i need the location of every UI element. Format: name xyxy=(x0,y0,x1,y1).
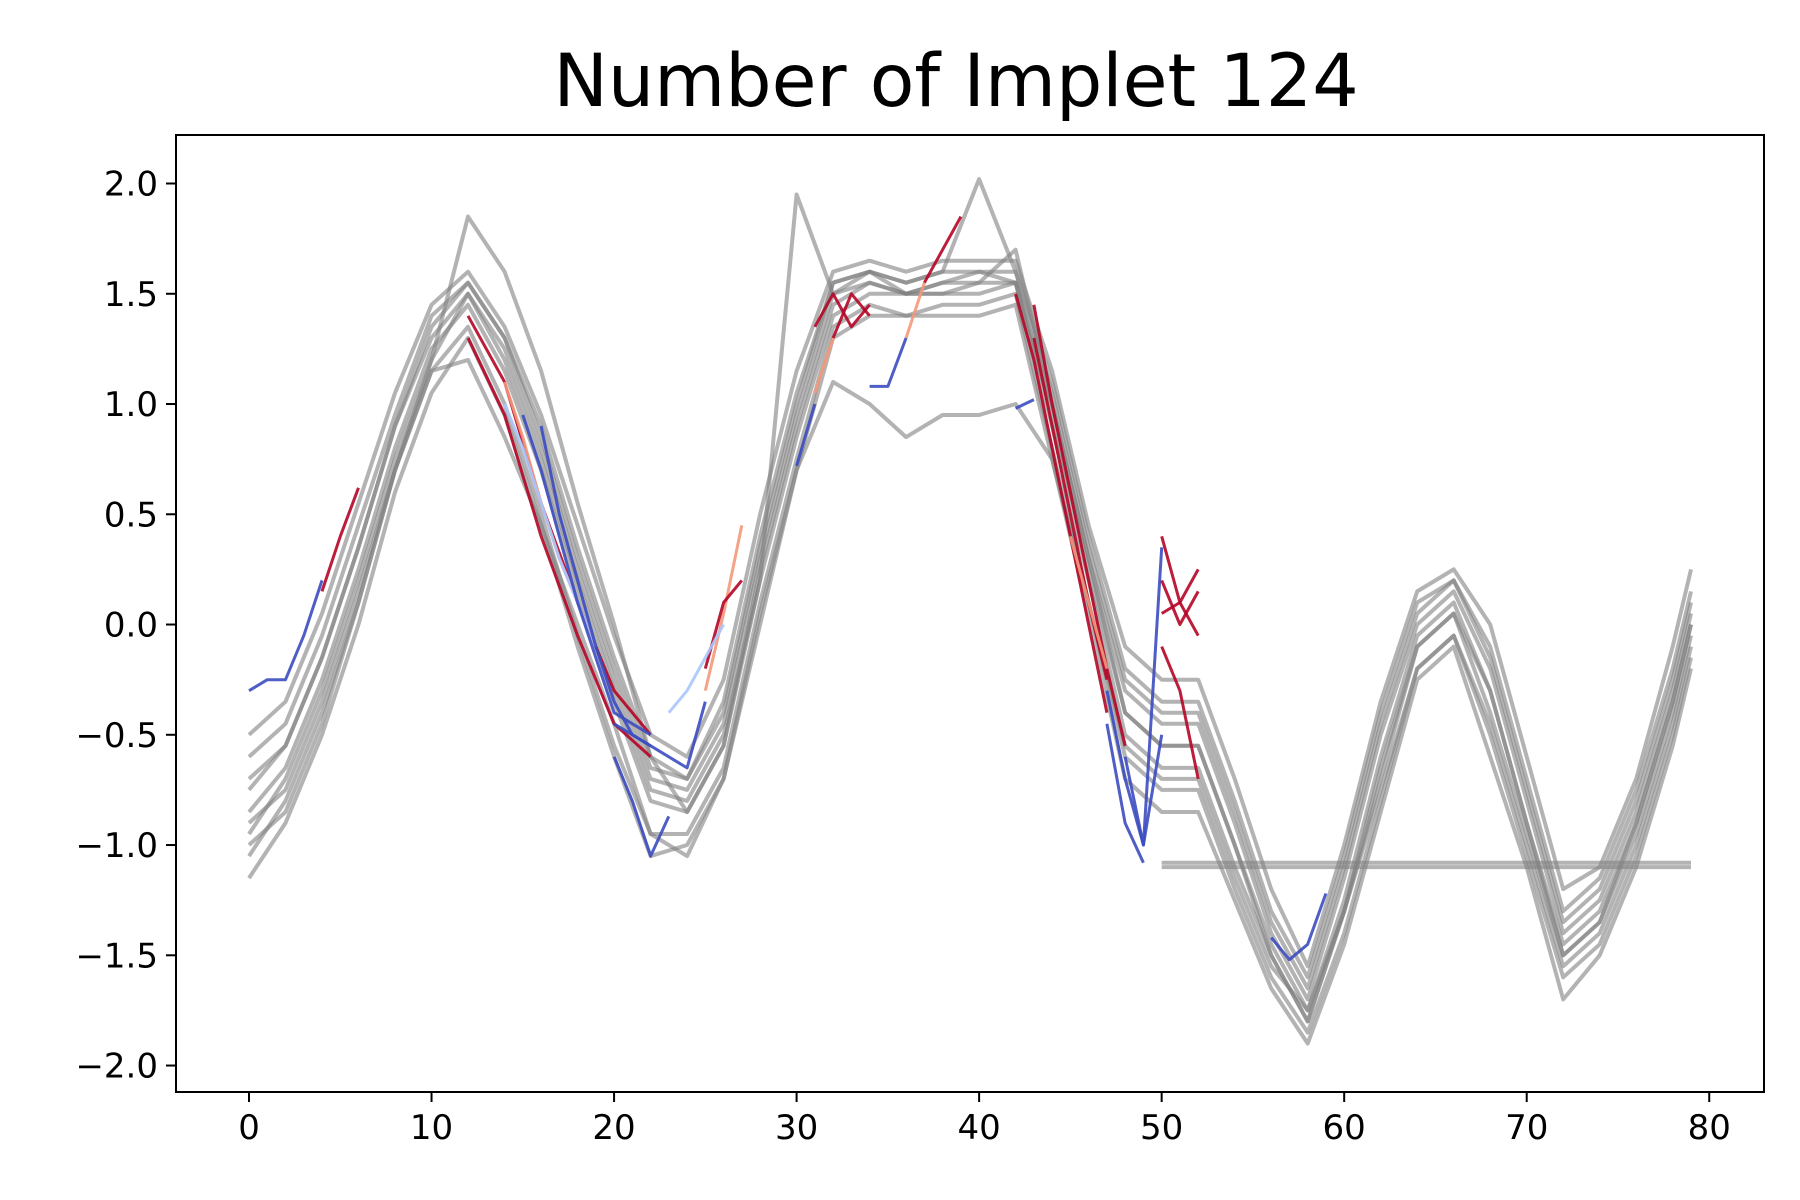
highlight-segment xyxy=(667,623,725,714)
x-tick-label: 20 xyxy=(592,1108,635,1148)
highlight-segment xyxy=(320,487,360,592)
series-line xyxy=(247,357,1693,1013)
highlight-segment xyxy=(1105,723,1145,864)
highlight-segment xyxy=(466,315,652,736)
highlight-segment xyxy=(923,215,963,284)
y-tick-label: 0.0 xyxy=(104,606,158,646)
highlight-segment xyxy=(1270,892,1328,962)
y-tick-label: 0.5 xyxy=(104,495,158,535)
highlight-segment xyxy=(904,282,926,339)
x-axis: 0 10 20 30 40 50 60 70 80 xyxy=(238,1092,1731,1148)
y-tick-label: −1.0 xyxy=(75,826,158,866)
highlight-segment xyxy=(1068,535,1109,670)
series-line xyxy=(247,280,1693,1013)
series-layer xyxy=(247,177,1693,1046)
highlight-segment xyxy=(1105,690,1164,847)
highlight-segment xyxy=(1014,398,1035,410)
y-tick-label: −0.5 xyxy=(75,716,158,756)
highlight-layer xyxy=(248,215,1328,962)
plot-frame xyxy=(175,134,1765,1093)
y-tick-label: −2.0 xyxy=(75,1047,158,1087)
highlight-segment xyxy=(466,337,652,758)
x-tick-label: 40 xyxy=(957,1108,1000,1148)
highlight-segment xyxy=(813,292,871,329)
highlight-segment xyxy=(813,337,835,394)
x-tick-label: 70 xyxy=(1505,1108,1548,1148)
y-tick-label: −1.5 xyxy=(75,936,158,976)
plot-area xyxy=(247,177,1693,1046)
highlight-segment xyxy=(612,756,671,858)
highlight-segment xyxy=(795,403,817,467)
x-tick-label: 50 xyxy=(1140,1108,1183,1148)
highlight-segment xyxy=(1014,293,1109,714)
highlight-segment xyxy=(1123,547,1164,847)
x-tick-label: 60 xyxy=(1323,1108,1366,1148)
highlight-segment xyxy=(869,337,908,388)
x-tick-label: 80 xyxy=(1688,1108,1731,1148)
series-line xyxy=(247,258,1693,969)
y-tick-label: 1.0 xyxy=(104,385,158,425)
highlight-segment xyxy=(248,579,324,692)
highlight-segment xyxy=(1160,646,1200,780)
series-line xyxy=(247,269,1693,1002)
y-tick-label: 1.5 xyxy=(104,275,158,315)
highlight-segment xyxy=(521,414,652,737)
series-line xyxy=(247,192,1693,1024)
highlight-segment xyxy=(1160,601,1200,637)
y-axis: 2.0 1.5 1.0 0.5 0.0 −0.5 −1.0 −1.5 −2.0 xyxy=(75,165,176,1087)
highlight-segment xyxy=(831,292,871,339)
series-line xyxy=(247,291,1693,1035)
highlight-segment xyxy=(1160,579,1200,626)
y-tick-label: 2.0 xyxy=(104,165,158,205)
x-tick-label: 0 xyxy=(238,1108,260,1148)
series-line xyxy=(247,177,1693,991)
highlight-segment xyxy=(1032,304,1127,747)
highlight-segment xyxy=(703,524,744,692)
highlight-segment xyxy=(613,701,707,770)
chart-title: Number of Implet 124 xyxy=(553,39,1358,124)
x-tick-label: 10 xyxy=(410,1108,453,1148)
x-tick-label: 30 xyxy=(775,1108,818,1148)
